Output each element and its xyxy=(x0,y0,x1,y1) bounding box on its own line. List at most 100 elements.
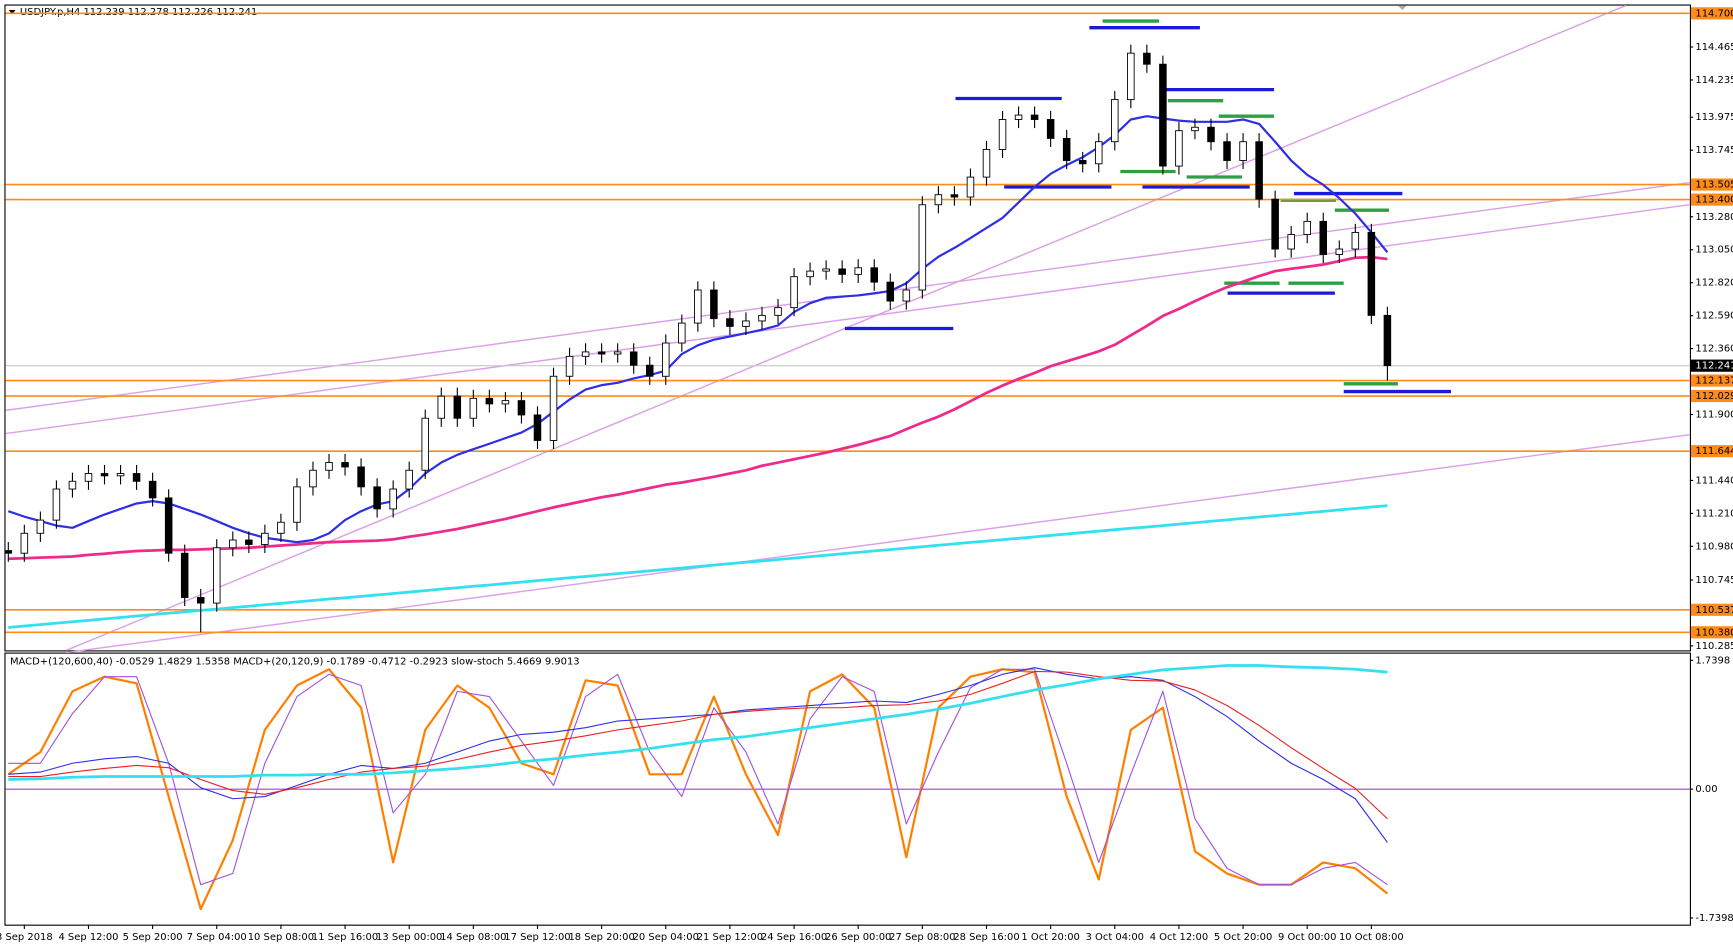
x-tick-label: 14 Sep 08:00 xyxy=(440,932,506,943)
level-label-bg xyxy=(1690,7,1733,20)
candle-body xyxy=(132,473,141,482)
y-tick-label: 110.980 xyxy=(1695,541,1733,552)
candle-body xyxy=(36,519,45,534)
x-tick-label: 26 Sep 00:00 xyxy=(825,932,891,943)
candle-body xyxy=(1207,126,1215,143)
candle-body xyxy=(790,276,798,309)
candle-body xyxy=(806,270,814,278)
shift-marker xyxy=(1397,5,1407,11)
candle-body xyxy=(982,149,991,178)
x-tick-label: 20 Sep 04:00 xyxy=(633,932,699,943)
candle-body xyxy=(180,552,189,598)
y-tick-label: 110.285 xyxy=(1695,641,1733,652)
candle-body xyxy=(934,194,943,206)
candle-body xyxy=(1223,141,1231,161)
candle-body xyxy=(822,268,830,272)
current-price-bg xyxy=(1690,359,1733,372)
x-tick-label: 5 Sep 20:00 xyxy=(123,932,183,943)
y-tick-label: 113.975 xyxy=(1695,112,1733,123)
candle-body xyxy=(597,351,606,355)
candle-body xyxy=(870,267,879,283)
candle-body xyxy=(565,355,574,377)
candle-body xyxy=(1367,231,1376,316)
candle-body xyxy=(758,314,766,322)
candle-body xyxy=(116,473,125,477)
level-label-bg xyxy=(1690,445,1733,458)
candle-body xyxy=(309,469,317,488)
y-tick-label: 114.235 xyxy=(1695,75,1733,86)
candle-body xyxy=(1239,141,1247,161)
x-tick-label: 17 Sep 12:00 xyxy=(504,932,570,943)
indicator-line xyxy=(8,504,1388,629)
trendline xyxy=(66,433,1690,654)
x-tick-label: 21 Sep 12:00 xyxy=(697,932,763,943)
candle-body xyxy=(613,351,622,355)
candle-body xyxy=(549,375,558,441)
candle-body xyxy=(710,289,718,320)
indicator-title: MACD+(120,600,40) -0.0529 1.4829 1.5358 … xyxy=(10,656,580,667)
candle-body xyxy=(4,550,13,554)
candle-body xyxy=(1271,198,1279,250)
indicator-line xyxy=(8,667,1388,843)
level-label-bg xyxy=(1690,389,1733,403)
y-tick-label: -1.7398 xyxy=(1695,913,1733,924)
candle-body xyxy=(902,289,911,302)
candle-body xyxy=(84,473,93,482)
candle-body xyxy=(517,400,526,416)
candle-body xyxy=(1319,220,1328,255)
y-tick-label: 112.820 xyxy=(1695,278,1733,289)
x-tick-label: 7 Sep 04:00 xyxy=(187,932,247,943)
candle-body xyxy=(196,597,205,604)
y-tick-label: 113.050 xyxy=(1695,245,1733,256)
level-label: 112.137 xyxy=(1695,376,1733,387)
x-tick-label: 10 Oct 08:00 xyxy=(1339,932,1404,943)
candle-body xyxy=(68,480,77,490)
x-tick-label: 5 Oct 20:00 xyxy=(1214,932,1272,943)
level-label: 110.537 xyxy=(1695,605,1733,616)
candle-body xyxy=(389,488,397,510)
level-label-bg xyxy=(1690,626,1733,639)
x-tick-label: 4 Oct 12:00 xyxy=(1150,932,1208,943)
level-label-bg xyxy=(1690,374,1733,387)
y-tick-label: 111.440 xyxy=(1695,475,1733,486)
candle-body xyxy=(1175,130,1183,167)
candle-body xyxy=(1014,114,1023,120)
candle-body xyxy=(1111,99,1119,143)
candle-body xyxy=(1351,231,1360,250)
menu-arrow xyxy=(8,10,16,15)
candle-body xyxy=(1191,126,1199,132)
level-label: 114.700 xyxy=(1695,8,1733,19)
candle-body xyxy=(1255,141,1263,200)
indicator-line xyxy=(7,668,1389,911)
level-label-bg xyxy=(1690,178,1733,191)
level-label-bg xyxy=(1690,193,1733,206)
candle-body xyxy=(341,462,349,468)
x-tick-label: 13 Sep 00:00 xyxy=(376,932,442,943)
level-label: 113.400 xyxy=(1695,195,1733,206)
candle-body xyxy=(1094,141,1103,165)
candle-body xyxy=(164,497,173,554)
current-price-label: 112.241 xyxy=(1695,361,1733,372)
candle-body xyxy=(645,364,654,377)
x-tick-label: 28 Sep 16:00 xyxy=(953,932,1019,943)
candle-body xyxy=(52,488,61,521)
y-tick-label: 114.465 xyxy=(1695,42,1733,53)
candle-body xyxy=(213,547,221,604)
x-tick-label: 27 Sep 08:00 xyxy=(889,932,955,943)
x-tick-label: 11 Sep 16:00 xyxy=(312,932,378,943)
candle-body xyxy=(918,204,927,291)
indicator-line xyxy=(8,670,1388,820)
candle-body xyxy=(581,351,590,357)
level-label: 111.644 xyxy=(1695,446,1733,457)
candle-body xyxy=(1046,119,1055,139)
candle-body xyxy=(148,480,157,499)
candle-body xyxy=(886,281,895,302)
x-tick-label: 3 Sep 2018 xyxy=(0,932,53,943)
candle-body xyxy=(629,351,638,366)
indicator-line xyxy=(7,115,1389,544)
y-tick-label: 112.590 xyxy=(1695,311,1733,322)
x-tick-label: 24 Sep 16:00 xyxy=(761,932,827,943)
